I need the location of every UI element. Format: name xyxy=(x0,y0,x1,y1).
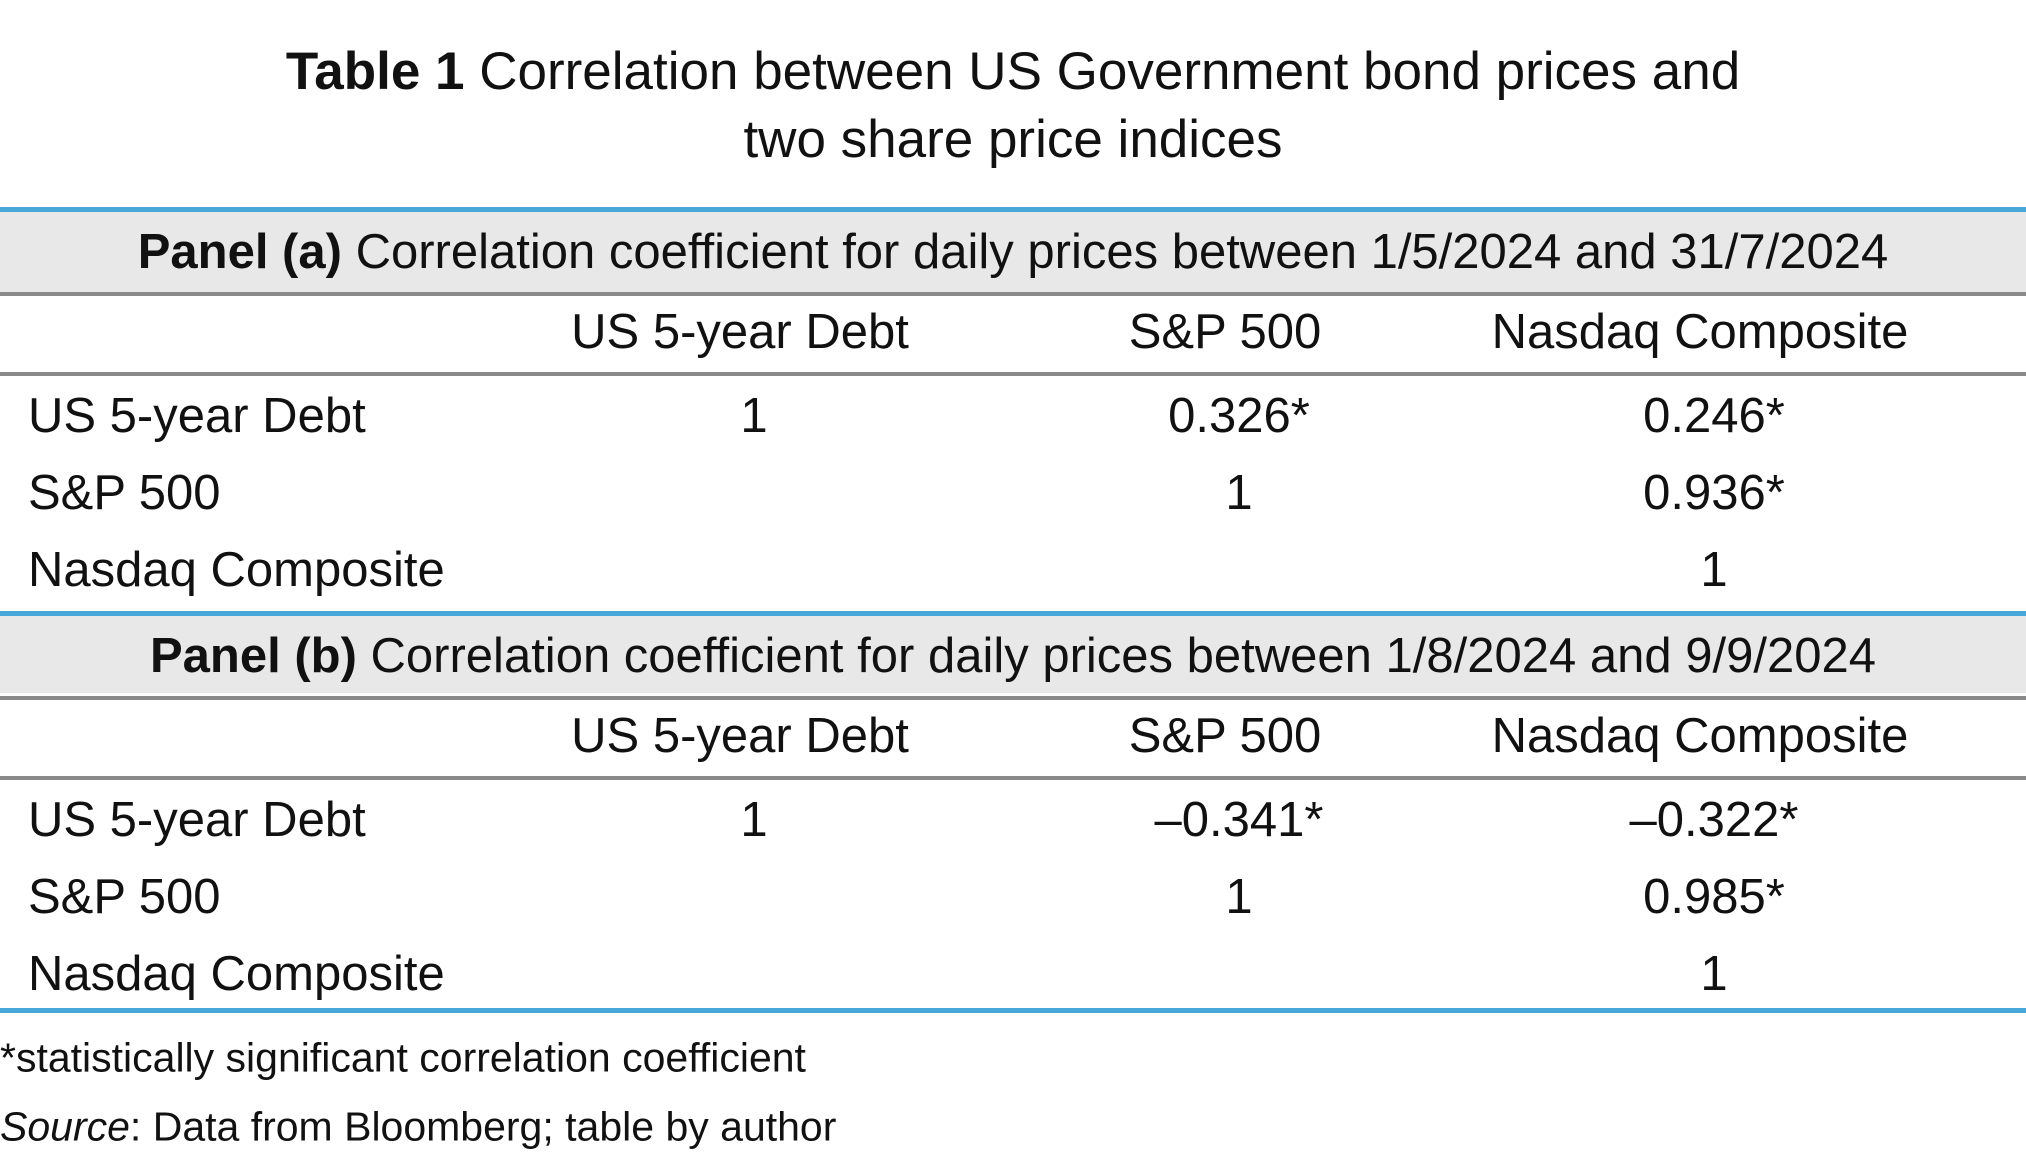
row-label: US 5-year Debt xyxy=(28,389,366,443)
column-header: US 5-year Debt xyxy=(571,305,909,359)
title-text: Correlation between US Government bond p… xyxy=(479,42,1741,169)
cell-value: 0.985* xyxy=(1643,870,1785,924)
panel-caption-text: Correlation coefficient for daily prices… xyxy=(355,225,1889,279)
panel-label: Panel (b) xyxy=(149,629,357,683)
column-header: S&P 500 xyxy=(1128,709,1322,763)
bottom-rule xyxy=(0,1008,2026,1013)
cell-value: 1 xyxy=(1700,947,1728,1001)
table-title: Table 1 Correlation between US Governmen… xyxy=(263,38,1763,174)
cell-value: 1 xyxy=(740,793,768,847)
panel-band xyxy=(0,616,2026,693)
top-rule xyxy=(0,611,2026,616)
column-header: S&P 500 xyxy=(1128,305,1322,359)
row-label: Nasdaq Composite xyxy=(28,543,445,597)
panel-caption-text: Correlation coefficient for daily prices… xyxy=(370,629,1876,683)
footnote: *statistically significant correlation c… xyxy=(0,1034,806,1081)
cell-value: –0.322* xyxy=(1629,793,1799,847)
column-header: Nasdaq Composite xyxy=(1491,305,1909,359)
cell-value: 0.936* xyxy=(1643,466,1785,520)
header-rule xyxy=(0,292,2026,296)
cell-value: 0.326* xyxy=(1168,389,1310,443)
header-rule xyxy=(0,776,2026,780)
source-note: Source: Data from Bloomberg; table by au… xyxy=(0,1104,836,1151)
row-label: Nasdaq Composite xyxy=(28,947,445,1001)
panel-caption: Panel (b) Correlation coefficient for da… xyxy=(0,628,2026,684)
cell-value: 1 xyxy=(1700,543,1728,597)
cell-value: 1 xyxy=(740,389,768,443)
cell-value: 1 xyxy=(1225,870,1253,924)
source-text: : Data from Bloomberg; table by author xyxy=(129,1103,837,1150)
column-header: Nasdaq Composite xyxy=(1491,709,1909,763)
header-rule xyxy=(0,696,2026,700)
column-header: US 5-year Debt xyxy=(571,709,909,763)
row-label: S&P 500 xyxy=(28,466,221,520)
row-label: S&P 500 xyxy=(28,870,221,924)
panel-caption: Panel (a) Correlation coefficient for da… xyxy=(0,224,2026,280)
title-label: Table 1 xyxy=(285,42,465,101)
panel-label: Panel (a) xyxy=(137,225,342,279)
cell-value: 0.246* xyxy=(1643,389,1785,443)
cell-value: 1 xyxy=(1225,466,1253,520)
panel-band xyxy=(0,212,2026,292)
header-rule xyxy=(0,372,2026,376)
cell-value: –0.341* xyxy=(1154,793,1324,847)
row-label: US 5-year Debt xyxy=(28,793,366,847)
top-rule xyxy=(0,207,2026,212)
source-label: Source xyxy=(0,1103,130,1150)
